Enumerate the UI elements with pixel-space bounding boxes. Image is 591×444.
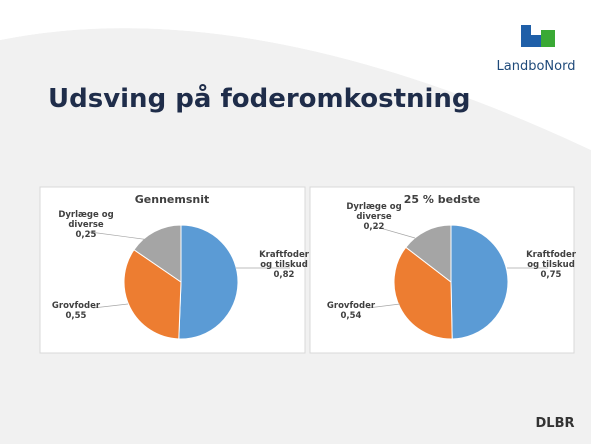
leader-line — [92, 303, 129, 309]
leader-line — [89, 231, 151, 241]
leader-line — [372, 225, 416, 239]
data-label: Kraftfoder og tilskud 0,75 — [520, 250, 582, 280]
value-label: 0,82 — [273, 270, 295, 280]
pie-slice — [178, 224, 239, 340]
pie-slice — [405, 224, 452, 284]
category-label: Dyrlæge og diverse — [58, 210, 114, 230]
pie-slice — [123, 249, 182, 340]
value-label: 0,22 — [363, 222, 385, 232]
chart-title: Gennemsnit — [134, 193, 210, 206]
value-label: 0,25 — [75, 230, 97, 240]
category-label: Kraftfoder og tilskud — [259, 250, 309, 270]
pie-slice — [393, 246, 453, 340]
footer-logo: DLBR — [536, 416, 575, 431]
data-label: Grovfoder 0,55 — [45, 301, 107, 321]
data-label: Dyrlæge og diverse 0,22 — [343, 202, 405, 232]
leader-line — [367, 303, 401, 309]
category-label: Kraftfoder og tilskud — [526, 250, 576, 270]
slide-title: Udsving på foderomkostning — [48, 82, 471, 114]
value-label: 0,75 — [540, 270, 562, 280]
value-label: 0,54 — [340, 311, 362, 321]
category-label: Dyrlæge og diverse — [346, 202, 402, 222]
data-label: Grovfoder 0,54 — [320, 301, 382, 321]
category-label: Grovfoder — [326, 301, 376, 311]
data-label: Dyrlæge og diverse 0,25 — [55, 210, 117, 240]
logo-shape — [541, 30, 555, 47]
logo-text: LandboNord — [497, 59, 576, 74]
pie-slice — [450, 224, 509, 340]
value-label: 0,55 — [65, 311, 87, 321]
background-top — [0, 0, 591, 150]
category-label: Grovfoder — [51, 301, 101, 311]
logo-shape — [531, 35, 541, 47]
logo-shape — [521, 25, 531, 47]
data-label: Kraftfoder og tilskud 0,82 — [253, 250, 315, 280]
chart-title: 25 % bedste — [403, 193, 481, 206]
